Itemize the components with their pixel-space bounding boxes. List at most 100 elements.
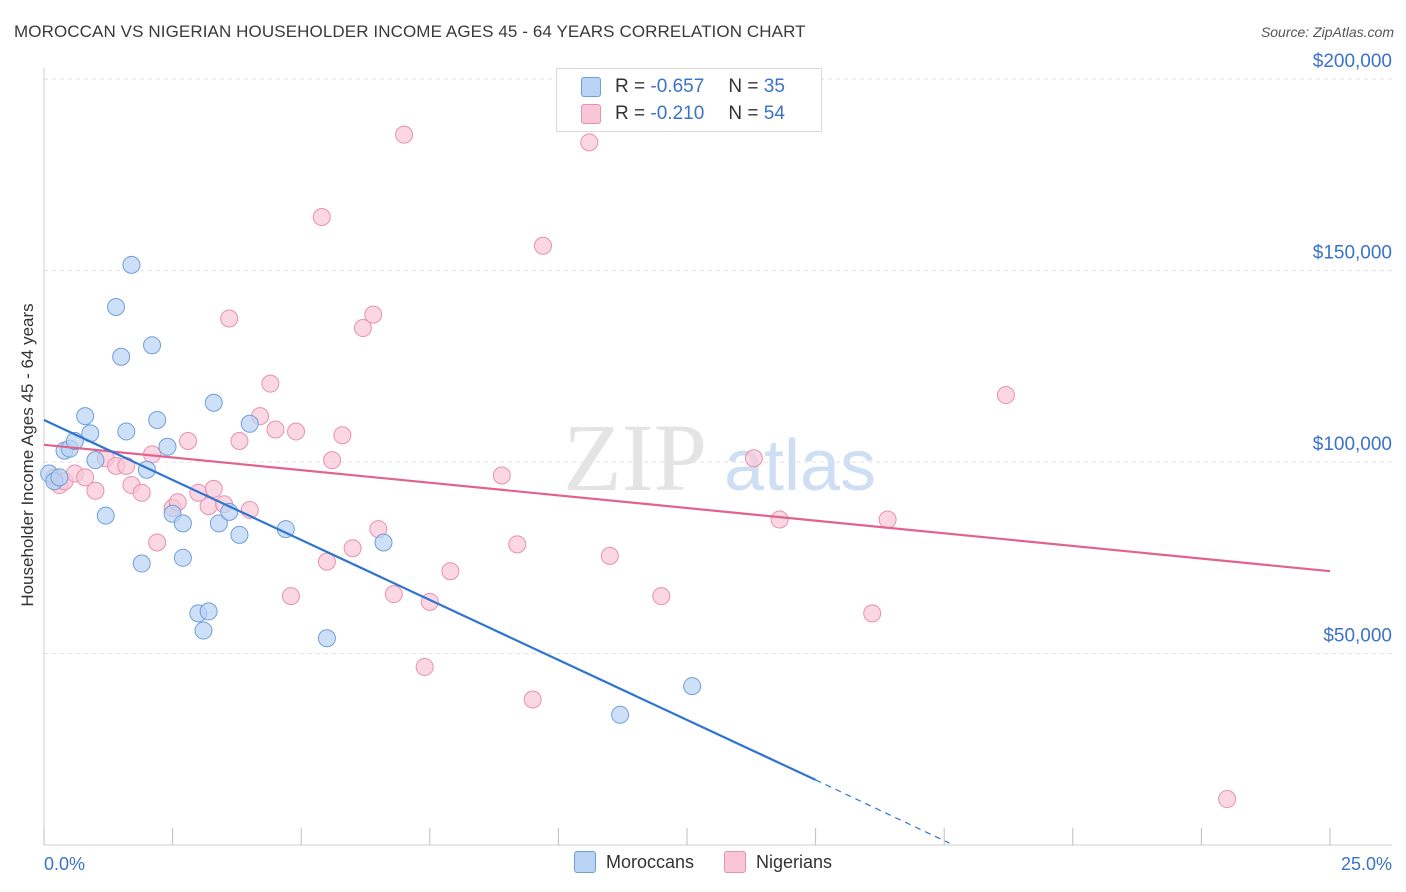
grid-lines: [44, 78, 1392, 655]
moroccans-r-value: -0.657: [650, 76, 705, 97]
nigerian-point: [266, 420, 285, 439]
moroccan-point: [194, 621, 213, 640]
series-legend: Moroccans Nigerians: [0, 851, 1406, 873]
nigerian-point: [323, 451, 342, 470]
nigerian-point: [148, 533, 167, 552]
moroccans-points: [40, 255, 702, 724]
nigerian-point: [441, 562, 460, 581]
watermark-atlas: atlas: [724, 426, 876, 506]
nigerian-point: [415, 657, 434, 676]
moroccans-swatch: [581, 77, 601, 97]
moroccan-point: [143, 336, 162, 355]
moroccan-point: [683, 677, 702, 696]
legend-item-nigerians[interactable]: Nigerians: [723, 851, 833, 873]
nigerian-point: [179, 432, 198, 451]
y-tick-label: $150,000: [1313, 243, 1392, 264]
nigerian-point: [312, 208, 331, 226]
moroccans-legend-label: Moroccans: [605, 851, 694, 872]
nigerian-point: [1218, 790, 1237, 809]
moroccans-trend-line: [43, 418, 817, 781]
nigerian-point: [287, 422, 306, 441]
moroccan-point: [204, 393, 223, 412]
nigerian-point: [533, 236, 552, 255]
moroccan-point: [107, 297, 126, 316]
nigerian-point: [76, 468, 95, 487]
nigerian-point: [220, 309, 239, 328]
moroccan-point: [76, 407, 95, 426]
moroccan-point: [240, 414, 259, 433]
nigerians-legend-swatch: [723, 851, 746, 873]
nigerian-point: [878, 510, 897, 529]
moroccan-point: [173, 514, 192, 533]
legend-row-moroccans: R = -0.657 N = 35: [581, 74, 785, 100]
moroccan-point: [122, 255, 141, 274]
y-tick-label: $50,000: [1323, 626, 1392, 647]
nigerian-point: [343, 539, 362, 558]
moroccan-point: [173, 548, 192, 567]
moroccan-point: [374, 533, 393, 552]
chart-title: MOROCCAN VS NIGERIAN HOUSEHOLDER INCOME …: [14, 22, 806, 41]
nigerian-point: [600, 546, 619, 565]
x-tick-label-min: 0.0%: [44, 854, 85, 874]
n-label: N =: [728, 103, 759, 124]
moroccans-trend-extension: [815, 779, 950, 844]
x-tick-label-max: 25.0%: [1341, 854, 1392, 874]
nigerian-point: [364, 305, 383, 324]
y-tick-label: $200,000: [1313, 51, 1392, 72]
nigerian-point: [863, 604, 882, 623]
watermark: ZIP atlas: [563, 404, 876, 511]
y-axis-label: Householder Income Ages 45 - 64 years: [18, 303, 37, 607]
n-label: N =: [728, 76, 759, 97]
moroccan-point: [86, 451, 105, 470]
nigerian-point: [333, 426, 352, 445]
nigerian-point: [996, 386, 1015, 405]
nigerian-point: [492, 466, 511, 485]
moroccan-point: [199, 602, 218, 621]
nigerian-point: [508, 535, 527, 554]
legend-row-nigerians: R = -0.210 N = 54: [581, 101, 785, 127]
nigerian-point: [353, 319, 372, 338]
axes: [43, 68, 1392, 846]
r-label: R =: [615, 76, 646, 97]
nigerians-trend-line: [43, 443, 1331, 573]
nigerian-point: [652, 587, 671, 606]
nigerian-point: [744, 449, 763, 468]
tick-labels: $50,000 $100,000 $150,000 $200,000 0.0% 25.0%: [44, 51, 1392, 874]
moroccans-n-value: 35: [763, 76, 785, 97]
moroccan-point: [611, 705, 630, 724]
trend-lines: [43, 418, 1331, 844]
y-tick-label: $100,000: [1313, 434, 1392, 455]
r-label: R =: [615, 103, 646, 124]
nigerians-swatch: [581, 104, 601, 124]
moroccan-point: [230, 525, 249, 544]
legend-item-moroccans[interactable]: Moroccans: [573, 851, 694, 873]
nigerian-point: [580, 133, 599, 152]
nigerian-point: [261, 374, 280, 393]
moroccan-point: [148, 410, 167, 429]
nigerian-point: [281, 587, 300, 606]
moroccan-point: [50, 468, 69, 487]
moroccan-point: [112, 347, 131, 366]
moroccan-point: [317, 629, 336, 648]
watermark-zip: ZIP: [563, 404, 707, 511]
nigerians-r-value: -0.210: [650, 103, 705, 124]
moroccan-point: [132, 554, 151, 573]
nigerian-point: [770, 510, 789, 529]
nigerian-point: [132, 483, 151, 502]
moroccan-point: [96, 506, 115, 525]
stats-legend: R = -0.657 N = 35 R = -0.210 N = 54: [556, 68, 822, 132]
source-note: Source: ZipAtlas.com: [1260, 24, 1394, 40]
nigerian-point: [384, 585, 403, 604]
moroccan-point: [117, 422, 136, 441]
moroccans-legend-swatch: [573, 851, 596, 873]
nigerian-point: [395, 125, 414, 144]
moroccan-point: [158, 437, 177, 456]
moroccan-point: [209, 514, 228, 533]
nigerian-point: [230, 432, 249, 451]
nigerians-n-value: 54: [763, 103, 785, 124]
nigerian-point: [204, 479, 223, 498]
nigerian-point: [523, 690, 542, 709]
nigerian-point: [86, 481, 105, 500]
nigerians-legend-label: Nigerians: [755, 851, 833, 872]
